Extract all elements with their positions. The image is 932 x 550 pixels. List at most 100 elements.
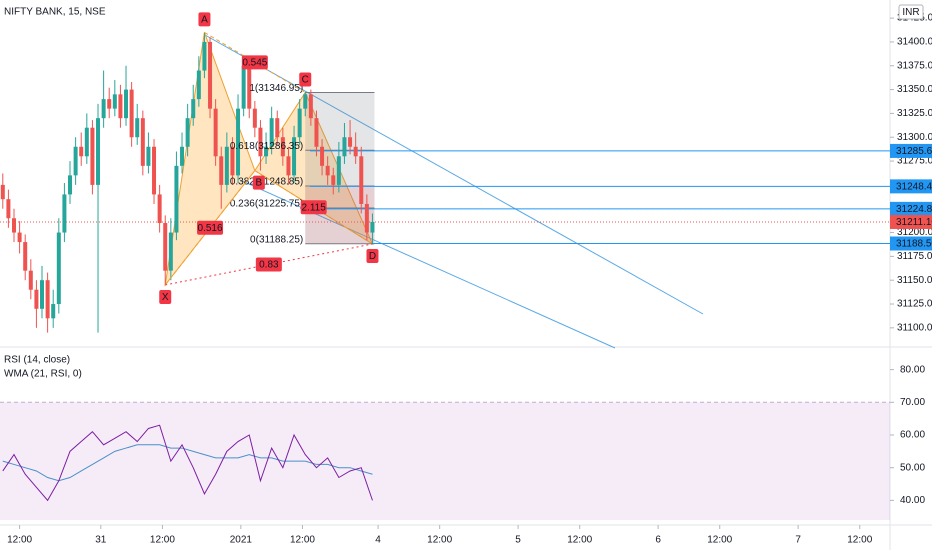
candle-body: [17, 232, 22, 243]
x-tick-label: 12:00: [847, 535, 872, 546]
x-tick-label: 12:00: [567, 535, 592, 546]
candle-body: [252, 108, 257, 128]
candle-body: [96, 118, 101, 185]
candle-body: [359, 156, 364, 204]
chart-title: NIFTY BANK, 15, NSE: [4, 7, 106, 18]
x-tick-label: 31: [95, 535, 107, 546]
y-tick-label: 31125.00: [897, 299, 932, 310]
candle-body: [124, 89, 129, 119]
candle-body: [6, 199, 11, 219]
x-tick-label: 12:00: [150, 535, 175, 546]
rsi-tick-label: 80.00: [900, 364, 925, 375]
candle-body: [185, 118, 190, 147]
candle-body: [163, 223, 168, 271]
price-badge: [890, 214, 932, 229]
pattern-ratio: 0.545: [242, 58, 267, 69]
candle-body: [135, 118, 140, 138]
pattern-point-label-box: [252, 175, 265, 190]
candle-body: [196, 70, 201, 100]
candle-body: [286, 156, 291, 176]
candle-body: [79, 146, 84, 157]
y-tick-label: 31375.00: [897, 60, 932, 71]
y-tick-label: 31175.00: [897, 251, 932, 262]
candle-body: [28, 270, 33, 290]
trend-line: [204, 34, 704, 315]
candle-body: [224, 146, 229, 185]
main-layer: 31425.0031400.0031375.0031350.0031325.00…: [0, 13, 932, 546]
pattern-ratio-box: [241, 55, 268, 70]
pattern-point-label: C: [302, 75, 309, 86]
candle-body: [297, 108, 302, 138]
candle-body: [84, 127, 89, 157]
candle-body: [308, 94, 313, 119]
candle-body: [353, 146, 358, 157]
candle-body: [314, 118, 319, 147]
candle-body: [129, 89, 134, 138]
candle-body: [208, 41, 213, 109]
candle-body: [348, 137, 353, 147]
price-badge: [890, 179, 932, 194]
x-tick-label: 12:00: [707, 535, 732, 546]
candle-body: [40, 280, 45, 309]
wma-line: [2, 444, 373, 482]
rsi-tick-label: 40.00: [900, 495, 925, 506]
y-tick-label: 31325.00: [897, 108, 932, 119]
candle-body: [107, 99, 112, 109]
candle-body: [275, 118, 280, 138]
candle-body: [34, 289, 39, 309]
candle-body: [101, 99, 106, 119]
candle-body: [118, 94, 123, 119]
candle-body: [45, 280, 50, 319]
rsi-tick-label: 50.00: [900, 462, 925, 473]
pattern-point-label: A: [201, 15, 208, 26]
candle-body: [90, 127, 95, 185]
y-tick-label: 31275.00: [897, 156, 932, 167]
y-tick-label: 31200.00: [897, 227, 932, 238]
candle-body: [230, 146, 235, 176]
x-tick-label: 12:00: [427, 535, 452, 546]
x-tick-label: 2021: [230, 535, 253, 546]
x-tick-label: 12:00: [7, 535, 32, 546]
candle-body: [68, 175, 73, 195]
y-tick-label: 31400.00: [897, 37, 932, 48]
fib-label: 0.618(31286.35): [230, 141, 303, 152]
pattern-point-label-box: [366, 248, 379, 263]
pattern-point-label: X: [162, 292, 169, 303]
indicator-ma-title: WMA (21, RSI, 0): [4, 369, 82, 380]
rsi-tick-label: 70.00: [900, 397, 925, 408]
x-tick-label: 7: [795, 535, 801, 546]
candle-body: [364, 203, 369, 233]
price-badge-label: 31224.85: [896, 204, 932, 215]
background-layer: [0, 32, 890, 520]
candle-body: [342, 137, 347, 157]
candle-body: [51, 304, 56, 319]
x-tick-label: 4: [375, 535, 381, 546]
price-badge-label: 31188.50: [896, 239, 932, 250]
candle-body: [269, 118, 274, 147]
rsi-tick-label: 60.00: [900, 430, 925, 441]
candle-body: [320, 146, 325, 166]
price-badge-label: 31248.45: [896, 182, 932, 193]
candle-body: [157, 194, 162, 224]
pattern-point-label-box: [299, 72, 312, 87]
candle-body: [73, 146, 78, 176]
candle-body: [62, 194, 67, 233]
candle-body: [258, 127, 263, 157]
pattern-ratio: 0.516: [198, 223, 223, 234]
overbought-band: [0, 402, 890, 520]
price-badge: [890, 236, 932, 251]
candle-body: [140, 118, 145, 166]
y-tick-label: 31100.00: [897, 322, 932, 333]
fib-box-lower: [305, 185, 375, 244]
candle-body: [180, 146, 185, 166]
candle-body: [331, 175, 336, 185]
x-tick-label: 5: [515, 535, 521, 546]
pattern-ratio-box: [300, 200, 327, 215]
candle-body: [264, 146, 269, 157]
fib-label: 0.236(31225.75): [230, 199, 303, 210]
candle-body: [174, 165, 179, 233]
candle-body: [241, 65, 246, 109]
pattern-ratio-box: [255, 257, 282, 272]
